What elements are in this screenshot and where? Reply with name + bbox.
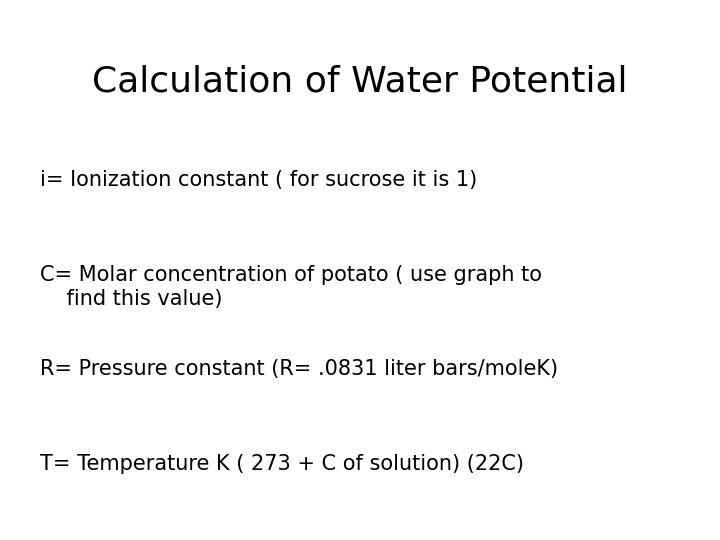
Text: R= Pressure constant (R= .0831 liter bars/moleK): R= Pressure constant (R= .0831 liter bar… xyxy=(40,359,558,379)
Text: i= Ionization constant ( for sucrose it is 1): i= Ionization constant ( for sucrose it … xyxy=(40,170,477,190)
Text: C= Molar concentration of potato ( use graph to
    find this value): C= Molar concentration of potato ( use g… xyxy=(40,265,541,309)
Text: T= Temperature K ( 273 + C of solution) (22C): T= Temperature K ( 273 + C of solution) … xyxy=(40,454,523,474)
Text: Calculation of Water Potential: Calculation of Water Potential xyxy=(92,65,628,99)
